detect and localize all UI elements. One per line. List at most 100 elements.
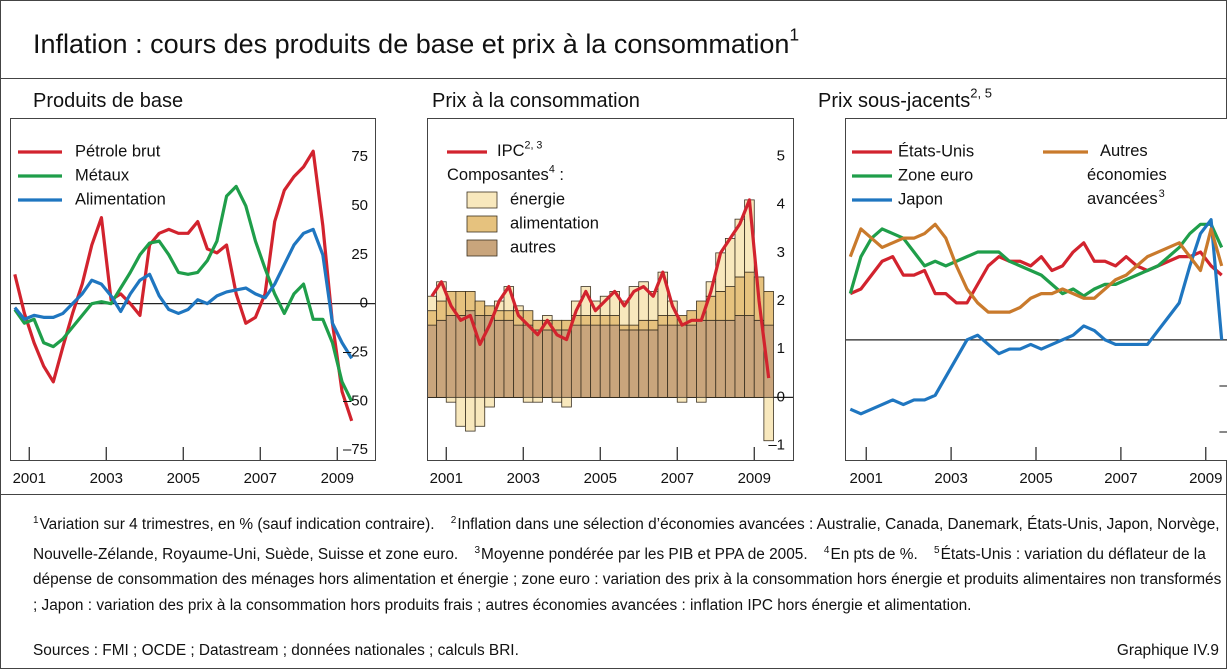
series-line — [848, 222, 1224, 298]
series-line — [13, 184, 354, 403]
bar-segment — [484, 396, 495, 408]
bar-segment — [503, 310, 515, 321]
footnote: 2Inflation dans une sélection d’économie… — [33, 515, 1220, 563]
bar-segment — [513, 324, 524, 398]
bar-segment — [474, 300, 486, 316]
bar-segment — [580, 315, 592, 326]
bar-segment — [657, 324, 669, 398]
bar-segment — [445, 396, 457, 403]
bar-segment — [715, 291, 726, 321]
x-tick-label: 2005 — [167, 470, 200, 487]
bar-segment — [619, 324, 630, 331]
sources: Sources : FMI ; OCDE ; Datastream ; donn… — [33, 642, 519, 659]
plot-area — [428, 198, 793, 442]
legend-label: États-Unis — [898, 141, 974, 160]
bar-segment — [493, 319, 505, 398]
legend-label: Métaux — [75, 166, 130, 184]
legend-label: alimentation — [510, 214, 599, 232]
legend-swatch — [466, 215, 498, 233]
legend-swatch — [466, 191, 498, 209]
x-tick-label: 2009 — [738, 470, 771, 487]
bar-segment — [744, 271, 755, 316]
footnote-number: 1 — [33, 515, 39, 526]
bar-segment — [465, 396, 476, 432]
superscript: 2, 5 — [970, 86, 992, 101]
bar-segment — [428, 295, 438, 312]
bar-segment — [724, 286, 736, 321]
bar-segment — [580, 324, 592, 398]
bar-segment — [445, 315, 457, 398]
bar-segment — [696, 319, 707, 398]
panel-title: Prix à la consommation — [432, 90, 640, 112]
series-line — [849, 218, 1224, 416]
plot-area — [11, 149, 375, 422]
y-tick-label: 0 — [360, 295, 368, 312]
superscript: 2, 3 — [525, 140, 543, 152]
legend-swatch — [466, 239, 498, 257]
x-tick-label: 2003 — [934, 470, 967, 487]
bar-segment — [522, 324, 534, 398]
y-tick-label: –1 — [768, 437, 785, 454]
bar-segment — [551, 329, 563, 398]
bar-segment — [465, 291, 476, 312]
bar-segment — [474, 315, 486, 398]
footnotes: 1Variation sur 4 trimestres, en % (sauf … — [33, 508, 1223, 618]
legend-line: avancées — [1087, 190, 1158, 208]
series-line — [430, 198, 771, 379]
legend-line: Autres — [1100, 142, 1152, 160]
x-tick-label: 2001 — [850, 470, 883, 487]
panel-title: Produits de base — [33, 90, 183, 112]
y-tick-label: 2 — [777, 292, 785, 309]
bar-segment — [609, 324, 620, 398]
superscript: 3 — [1159, 188, 1165, 200]
bar-segment — [436, 300, 447, 321]
bar-segment — [436, 319, 447, 398]
bar-segment — [628, 324, 640, 331]
bar-segment — [667, 324, 678, 398]
legend-subtitle: Composantes4 : — [447, 164, 564, 185]
label-text: Inflation : cours des produits de base e… — [33, 29, 789, 59]
legend-label: Japon — [898, 190, 943, 208]
bar-segment — [503, 319, 515, 398]
bar-segment — [638, 319, 649, 331]
label-text: Composantes — [447, 166, 549, 184]
bar-segment — [715, 319, 726, 398]
plot-area — [846, 218, 1227, 416]
panel-box — [10, 118, 376, 461]
bar-segment — [734, 315, 746, 398]
bar-segment — [628, 329, 640, 398]
bar-segment — [599, 315, 611, 326]
superscript: 4 — [549, 164, 555, 176]
footnote-text: En pts de %. — [830, 545, 918, 563]
bar-segment — [590, 324, 601, 398]
legend-label: Zone euro — [898, 166, 973, 184]
x-tick-label: 2007 — [661, 470, 694, 487]
footnote-number: 2 — [450, 515, 457, 526]
bar-segment — [428, 310, 438, 326]
series-line — [13, 227, 354, 360]
bar-segment — [763, 396, 774, 442]
y-tick-label: –50 — [343, 392, 368, 409]
y-tick-label: 1 — [777, 340, 785, 357]
footnote-text: Inflation dans une sélection d’économies… — [33, 516, 1220, 563]
y-tick-label: 75 — [351, 148, 368, 165]
bar-segment — [763, 291, 774, 326]
bar-segment — [551, 396, 563, 403]
bar-segment — [638, 329, 649, 398]
footnote: 4En pts de %. — [824, 545, 918, 563]
bar-segment — [532, 329, 543, 398]
x-tick-label: 2007 — [244, 470, 277, 487]
y-tick-label: 4 — [777, 196, 785, 213]
bar-segment — [474, 396, 486, 427]
legend-label: Alimentation — [75, 190, 166, 208]
bar-segment — [657, 315, 669, 326]
bar-segment — [705, 319, 717, 398]
y-tick-label: –1 — [1219, 377, 1227, 394]
x-tick-label: 2003 — [507, 470, 540, 487]
y-tick-label: 5 — [777, 148, 785, 165]
bar-segment — [570, 324, 582, 398]
bar-segment — [522, 396, 534, 403]
bar-segment — [676, 396, 688, 403]
